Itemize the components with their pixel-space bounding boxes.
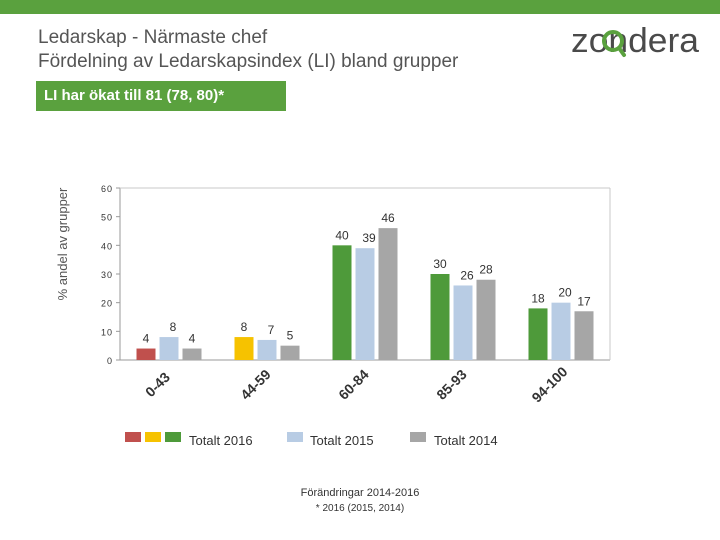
legend-swatch-green-2016 xyxy=(165,432,181,442)
bar xyxy=(551,302,571,360)
bar xyxy=(332,245,352,360)
data-label: 18 xyxy=(531,291,545,305)
y-tick-label: 50 xyxy=(101,213,113,223)
bar xyxy=(182,348,202,360)
legend-swatch-yellow-2016 xyxy=(145,432,161,442)
data-label: 7 xyxy=(268,323,275,337)
title-line-1: Ledarskap - Närmaste chef xyxy=(38,27,268,48)
title-line-2: Fördelning av Ledarskapsindex (LI) bland… xyxy=(38,51,459,72)
y-tick-label: 60 xyxy=(101,184,113,194)
y-tick-label: 20 xyxy=(101,299,113,309)
x-tick-label: 44-59 xyxy=(237,366,274,403)
data-label: 46 xyxy=(381,211,395,225)
bar xyxy=(430,274,450,360)
top-accent-bar xyxy=(0,0,720,14)
logo-magnifier-handle xyxy=(617,46,626,57)
footer-year-legend: * 2016 (2015, 2014) xyxy=(315,503,405,514)
legend-label-2016: Totalt 2016 xyxy=(189,433,253,448)
data-label: 5 xyxy=(287,329,294,343)
legend-swatch-red-2016 xyxy=(125,432,141,442)
bar xyxy=(234,337,254,360)
bar xyxy=(476,279,496,360)
y-tick-label: 10 xyxy=(101,327,113,337)
legend-swatch-2015 xyxy=(287,432,303,442)
y-tick-label: 0 xyxy=(107,356,113,366)
bar xyxy=(528,308,548,360)
bar xyxy=(280,345,300,360)
data-label: 8 xyxy=(241,320,248,334)
y-tick-label: 30 xyxy=(101,270,113,280)
data-label: 28 xyxy=(479,263,493,277)
x-tick-label: 85-93 xyxy=(433,366,470,403)
bar xyxy=(378,228,398,360)
summary-callout: LI har ökat till 81 (78, 80)* xyxy=(36,81,286,111)
bar xyxy=(257,339,277,360)
data-label: 40 xyxy=(335,228,349,242)
x-tick-label: 0-43 xyxy=(142,369,173,400)
data-label: 17 xyxy=(577,294,591,308)
logo-magnifier-ring xyxy=(602,30,624,52)
x-tick-label: 60-84 xyxy=(335,366,372,403)
y-tick-label: 40 xyxy=(101,241,113,251)
bar xyxy=(453,285,473,360)
data-label: 8 xyxy=(170,320,177,334)
legend-label-2014: Totalt 2014 xyxy=(434,433,498,448)
data-label: 39 xyxy=(362,231,376,245)
bar xyxy=(136,348,156,360)
logo-wordmark: zondera xyxy=(571,22,699,60)
bar xyxy=(159,337,179,360)
data-label: 20 xyxy=(558,286,572,300)
data-label: 4 xyxy=(189,332,196,346)
bar xyxy=(574,311,594,360)
footer-changes-label: Förändringar 2014-2016 xyxy=(300,487,420,499)
zondera-logo: zondera xyxy=(571,22,699,60)
data-label: 26 xyxy=(460,268,474,282)
page-title: Ledarskap - Närmaste chef Fördelning av … xyxy=(38,26,458,74)
bar xyxy=(355,248,375,360)
data-label: 30 xyxy=(433,257,447,271)
legend-label-2015: Totalt 2015 xyxy=(310,433,374,448)
legend-swatch-2014 xyxy=(410,432,426,442)
data-label: 4 xyxy=(143,332,150,346)
x-tick-label: 94-100 xyxy=(528,363,570,405)
